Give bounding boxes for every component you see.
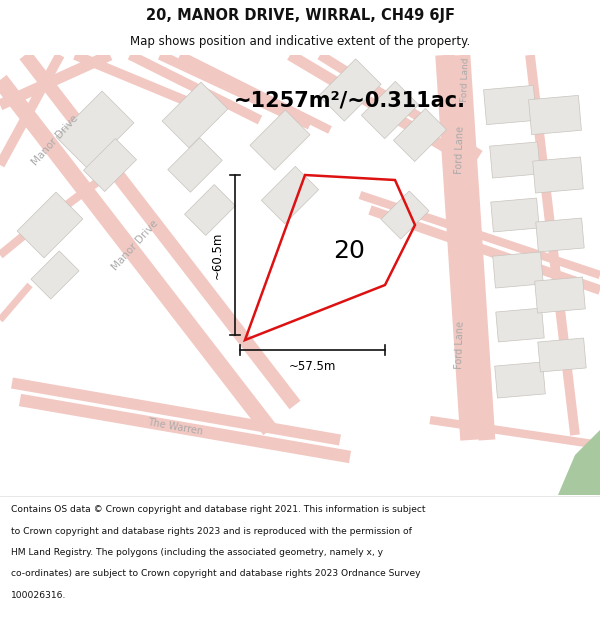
- Polygon shape: [17, 192, 83, 258]
- Text: Ford Land: Ford Land: [460, 58, 470, 102]
- Polygon shape: [533, 157, 583, 193]
- Polygon shape: [381, 191, 429, 239]
- Polygon shape: [83, 139, 137, 191]
- Text: Manor Drive: Manor Drive: [110, 218, 160, 272]
- Polygon shape: [496, 308, 544, 342]
- Text: Ford Lane: Ford Lane: [454, 126, 466, 174]
- Polygon shape: [491, 198, 539, 232]
- Polygon shape: [31, 251, 79, 299]
- Text: ~57.5m: ~57.5m: [289, 359, 336, 372]
- Text: 20, MANOR DRIVE, WIRRAL, CH49 6JF: 20, MANOR DRIVE, WIRRAL, CH49 6JF: [146, 8, 455, 23]
- Text: ~1257m²/~0.311ac.: ~1257m²/~0.311ac.: [234, 90, 466, 110]
- Text: Map shows position and indicative extent of the property.: Map shows position and indicative extent…: [130, 35, 470, 48]
- Text: Manor Drive: Manor Drive: [30, 113, 80, 167]
- Text: Contains OS data © Crown copyright and database right 2021. This information is : Contains OS data © Crown copyright and d…: [11, 506, 425, 514]
- Text: to Crown copyright and database rights 2023 and is reproduced with the permissio: to Crown copyright and database rights 2…: [11, 527, 412, 536]
- Text: co-ordinates) are subject to Crown copyright and database rights 2023 Ordnance S: co-ordinates) are subject to Crown copyr…: [11, 569, 420, 578]
- Polygon shape: [262, 166, 319, 224]
- Polygon shape: [361, 81, 419, 139]
- Text: Ford Lane: Ford Lane: [454, 321, 466, 369]
- Polygon shape: [484, 86, 536, 124]
- Polygon shape: [535, 277, 586, 313]
- Text: The Warren: The Warren: [146, 418, 203, 437]
- Polygon shape: [185, 184, 235, 236]
- Polygon shape: [394, 109, 446, 161]
- Polygon shape: [529, 96, 581, 134]
- Polygon shape: [56, 91, 134, 169]
- Text: 100026316.: 100026316.: [11, 591, 66, 599]
- Text: ~60.5m: ~60.5m: [211, 231, 223, 279]
- Polygon shape: [250, 110, 310, 170]
- Polygon shape: [168, 138, 222, 192]
- Polygon shape: [536, 218, 584, 252]
- Polygon shape: [558, 430, 600, 495]
- Polygon shape: [538, 338, 586, 372]
- Polygon shape: [490, 142, 541, 178]
- Polygon shape: [319, 59, 381, 121]
- Text: 20: 20: [333, 239, 365, 263]
- Text: HM Land Registry. The polygons (including the associated geometry, namely x, y: HM Land Registry. The polygons (includin…: [11, 548, 383, 557]
- Polygon shape: [162, 82, 228, 148]
- Polygon shape: [493, 252, 544, 288]
- Polygon shape: [494, 362, 545, 398]
